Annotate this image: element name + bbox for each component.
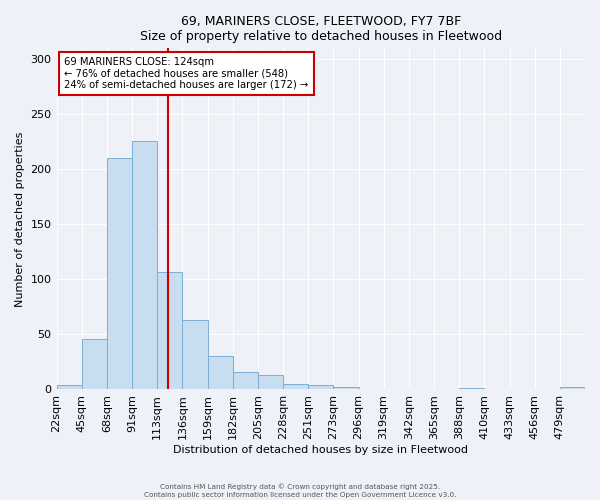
Bar — [56, 385, 82, 390]
Bar — [308, 385, 334, 390]
Bar — [334, 388, 359, 390]
Bar — [283, 384, 308, 390]
Text: 69 MARINERS CLOSE: 124sqm
← 76% of detached houses are smaller (548)
24% of semi: 69 MARINERS CLOSE: 124sqm ← 76% of detac… — [64, 57, 309, 90]
Title: 69, MARINERS CLOSE, FLEETWOOD, FY7 7BF
Size of property relative to detached hou: 69, MARINERS CLOSE, FLEETWOOD, FY7 7BF S… — [140, 15, 502, 43]
Text: Contains HM Land Registry data © Crown copyright and database right 2025.
Contai: Contains HM Land Registry data © Crown c… — [144, 484, 456, 498]
Bar — [208, 356, 233, 390]
Bar — [157, 272, 182, 390]
Bar — [132, 141, 157, 390]
Bar — [560, 388, 585, 390]
Y-axis label: Number of detached properties: Number of detached properties — [15, 131, 25, 306]
Bar — [459, 388, 484, 390]
Bar — [107, 158, 132, 390]
Bar — [182, 320, 208, 390]
Bar — [258, 375, 283, 390]
X-axis label: Distribution of detached houses by size in Fleetwood: Distribution of detached houses by size … — [173, 445, 468, 455]
Bar — [233, 372, 258, 390]
Bar — [82, 339, 107, 390]
